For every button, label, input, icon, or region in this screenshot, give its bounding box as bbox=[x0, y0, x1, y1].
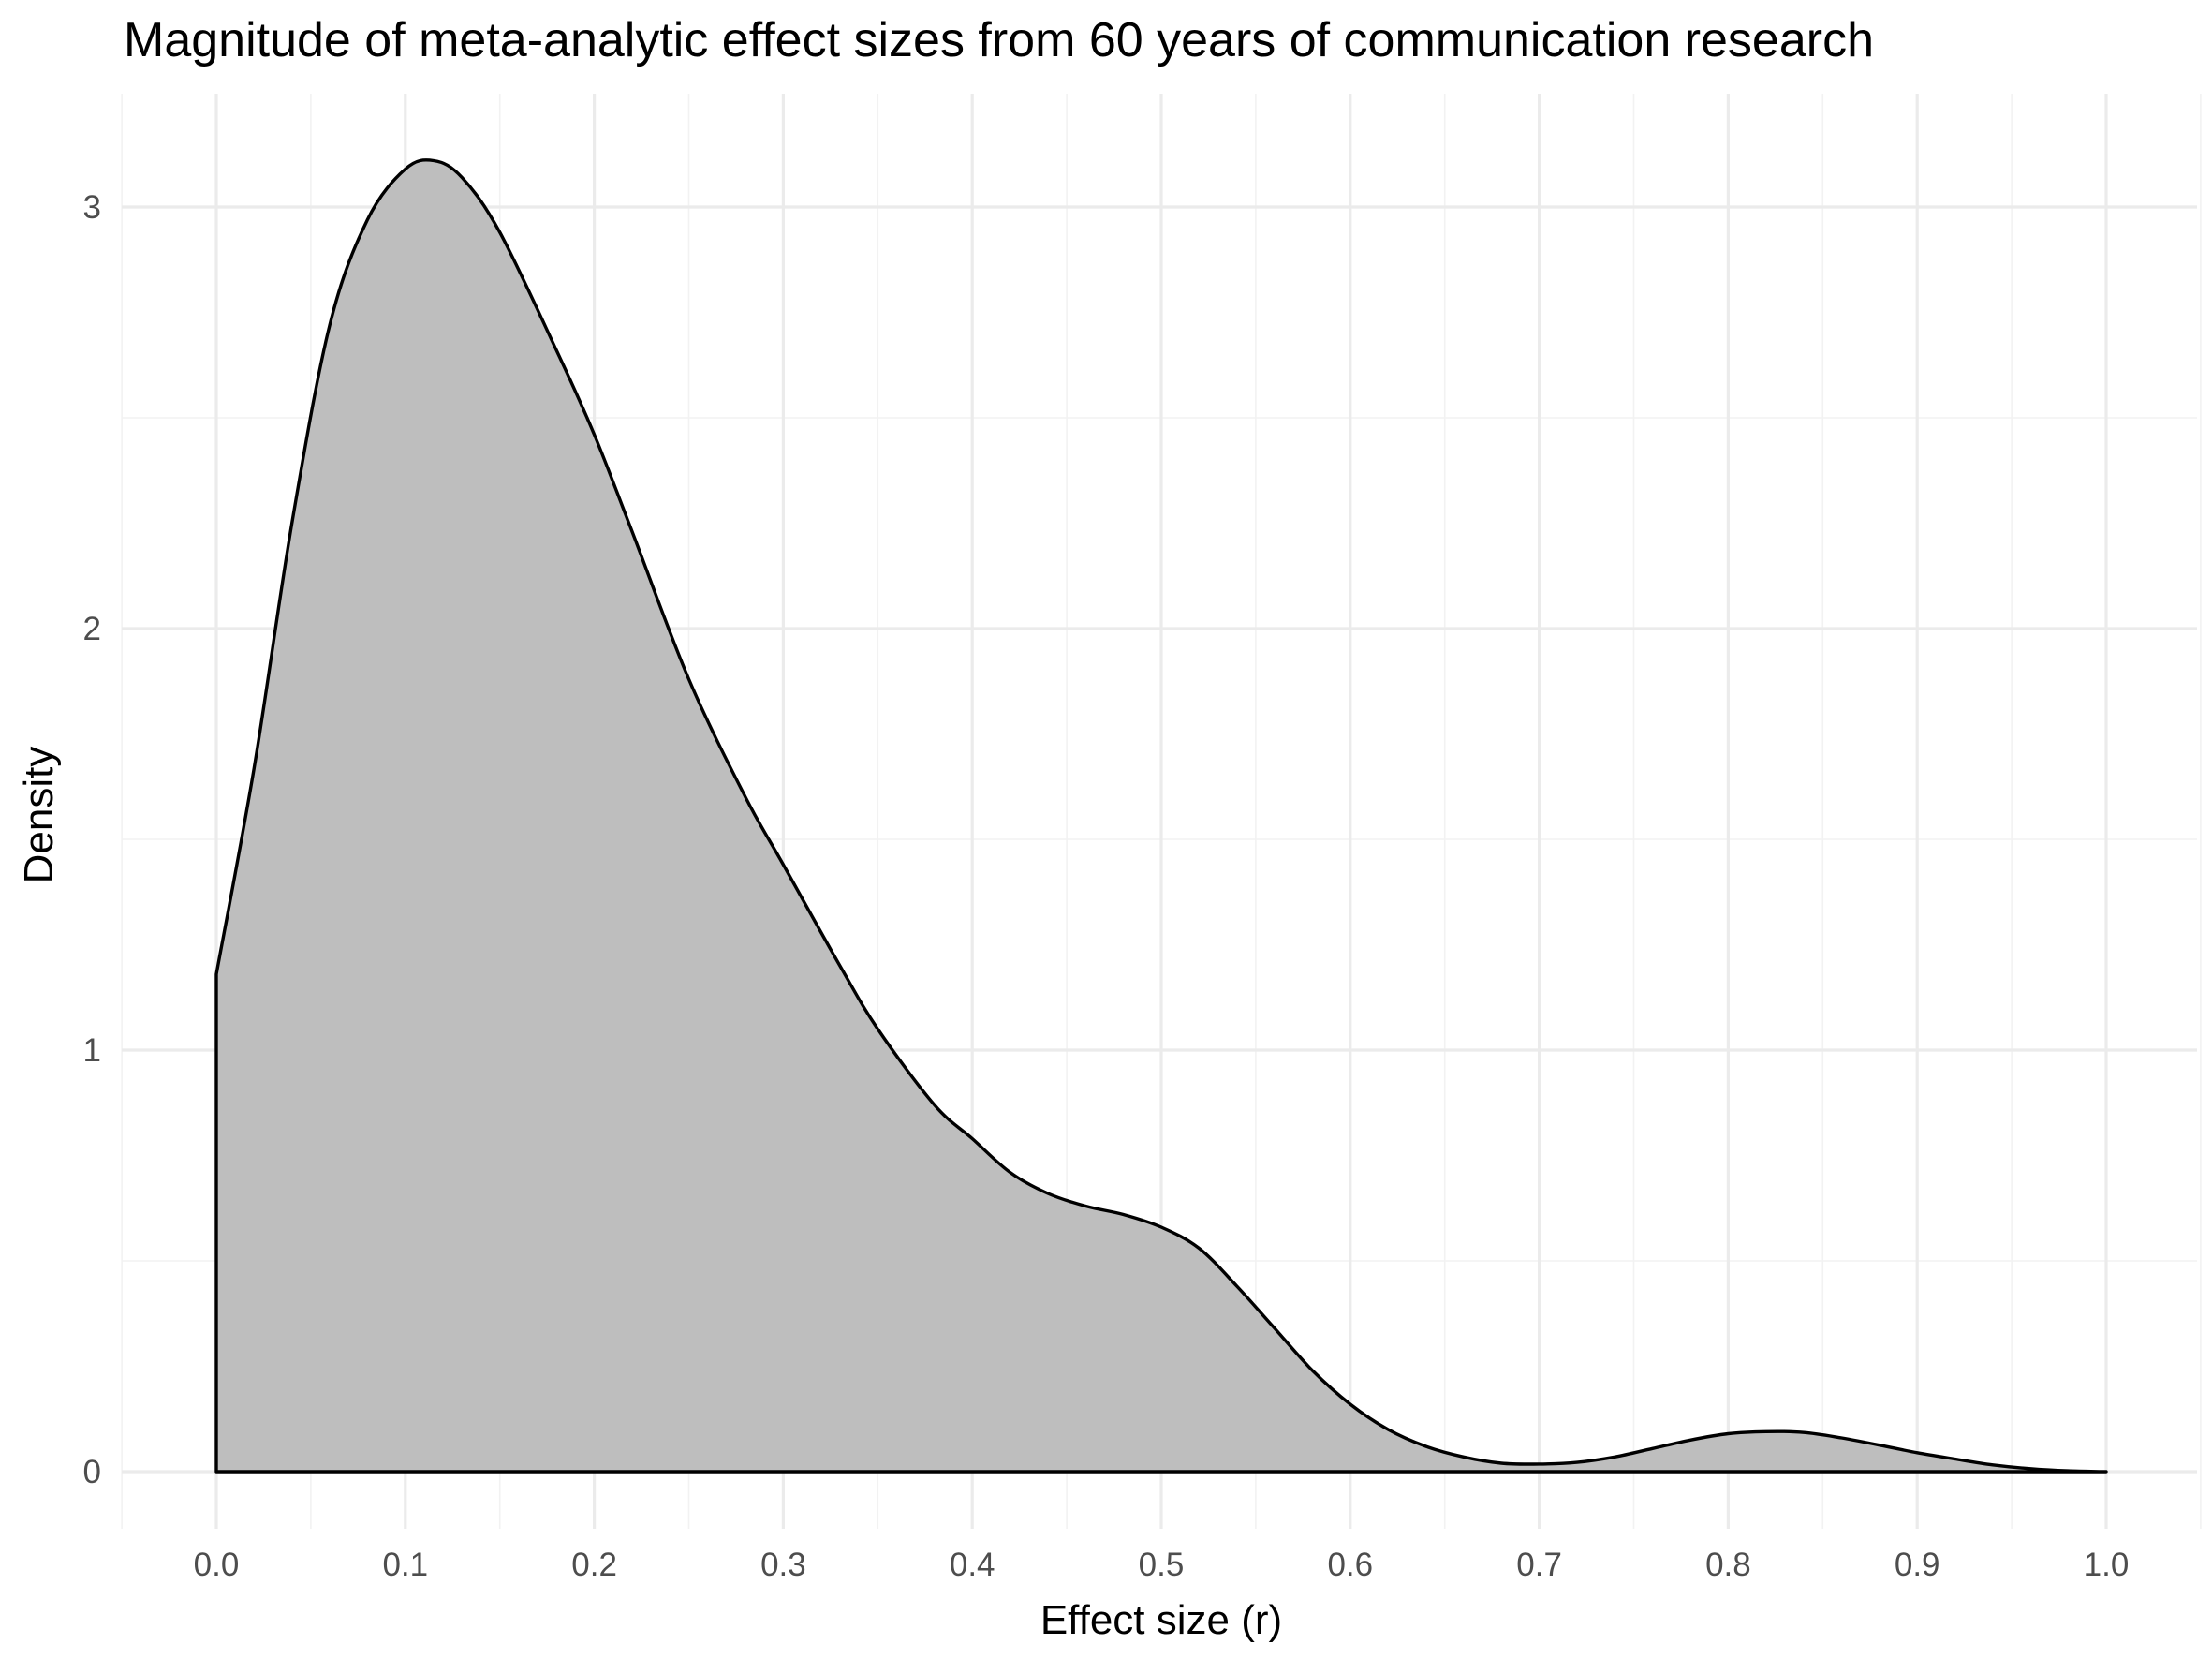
y-tick-label: 2 bbox=[83, 611, 101, 647]
x-tick-label: 0.9 bbox=[1895, 1547, 1940, 1583]
x-tick-label: 0.8 bbox=[1705, 1547, 1751, 1583]
density-series bbox=[214, 158, 2108, 1474]
y-axis-title: Density bbox=[16, 747, 62, 884]
x-tick-label: 0.1 bbox=[382, 1547, 428, 1583]
x-axis-title: Effect size (r) bbox=[1040, 1597, 1282, 1643]
y-tick-label: 1 bbox=[83, 1032, 101, 1069]
x-tick-label: 0.6 bbox=[1327, 1547, 1373, 1583]
chart-title: Magnitude of meta-analytic effect sizes … bbox=[124, 13, 1874, 67]
x-tick-label: 0.4 bbox=[950, 1547, 995, 1583]
x-tick-label: 1.0 bbox=[2084, 1547, 2130, 1583]
x-tick-label: 0.2 bbox=[571, 1547, 617, 1583]
x-tick-label: 0.0 bbox=[194, 1547, 240, 1583]
x-tick-label: 0.3 bbox=[760, 1547, 806, 1583]
y-tick-label: 0 bbox=[83, 1454, 101, 1490]
density-area bbox=[214, 158, 2108, 1474]
x-tick-label: 0.7 bbox=[1516, 1547, 1562, 1583]
y-tick-label: 3 bbox=[83, 189, 101, 226]
x-tick-label: 0.5 bbox=[1139, 1547, 1185, 1583]
x-axis-tick-labels: 0.0 0.1 0.2 0.3 0.4 0.5 0.6 0.7 0.8 0.9 1.0 bbox=[194, 1547, 2130, 1583]
y-axis-tick-labels: 0 1 2 3 bbox=[83, 189, 101, 1490]
